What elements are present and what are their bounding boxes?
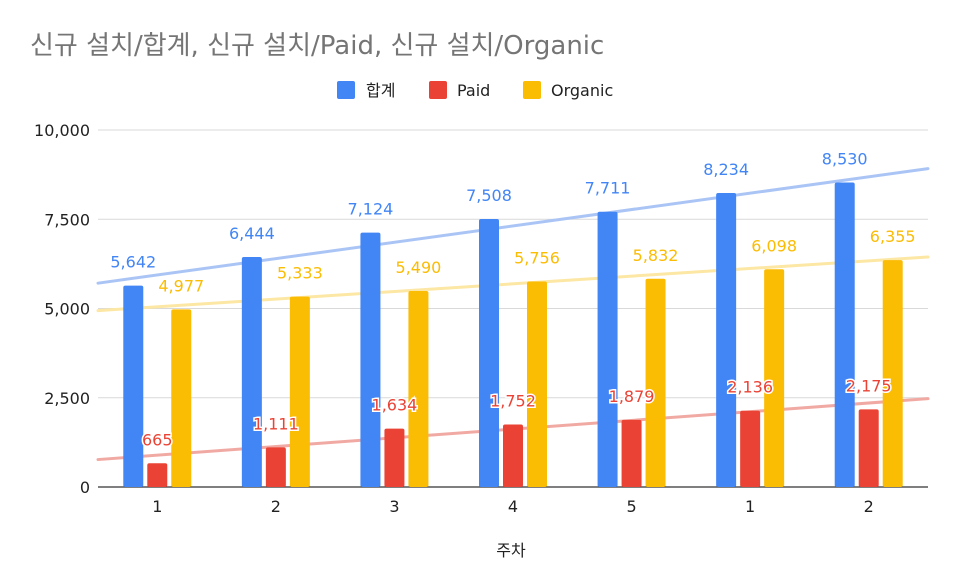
bar-paid (147, 463, 168, 487)
data-label-total: 8,234 (703, 160, 749, 179)
data-label-total: 6,444 (229, 224, 275, 243)
bar-total (241, 256, 262, 487)
chart-title: 신규 설치/합계, 신규 설치/Paid, 신규 설치/Organic (30, 31, 604, 61)
bar-total (716, 193, 737, 487)
y-tick-label: 2,500 (44, 389, 90, 408)
data-label-total: 8,530 (822, 149, 868, 168)
data-labels: 5,642 6,444 7,124 7,508 7,711 8,234 8,530 665 1,… (109, 148, 917, 451)
bar-paid (621, 419, 642, 487)
data-label-organic: 5,490 (396, 258, 442, 277)
bar-paid (384, 428, 405, 487)
x-axis: 1 2 3 4 5 1 2 (152, 497, 874, 516)
data-label-organic: 4,977 (158, 276, 204, 295)
bars (123, 182, 903, 488)
data-label-paid: 665 (142, 430, 173, 449)
y-tick-label: 5,000 (44, 300, 90, 319)
trendline-total (96, 167, 930, 285)
data-label-total: 7,508 (466, 186, 512, 205)
data-label-organic: 5,333 (277, 264, 323, 283)
trendlines (96, 167, 930, 462)
bar-organic (171, 309, 192, 487)
legend: 합계 Paid Organic (337, 81, 613, 100)
legend-swatch-paid (429, 81, 447, 99)
x-tick-label: 3 (389, 497, 399, 516)
data-label-organic: 6,355 (870, 227, 916, 246)
data-label-paid: 1,879 (609, 387, 655, 406)
bar-paid (740, 410, 761, 487)
bar-organic (882, 260, 903, 487)
x-tick-label: 1 (745, 497, 755, 516)
bar-organic (645, 278, 666, 487)
y-axis: 0 2,500 5,000 7,500 10,000 (34, 121, 90, 497)
data-label-paid: 2,175 (846, 376, 892, 395)
bar-total (123, 285, 144, 487)
y-tick-label: 10,000 (34, 121, 90, 140)
bar-paid (265, 447, 286, 487)
data-label-total: 5,642 (110, 253, 156, 272)
legend-swatch-total (337, 81, 355, 99)
trendline-organic (96, 255, 930, 313)
bar-organic (408, 291, 429, 487)
data-label-organic: 6,098 (751, 236, 797, 255)
x-tick-label: 4 (508, 497, 518, 516)
data-label-paid: 1,111 (253, 414, 299, 433)
bar-organic (289, 296, 310, 487)
legend-label-total: 합계 (366, 81, 395, 100)
bar-total (597, 211, 618, 488)
legend-swatch-organic (523, 81, 541, 99)
y-tick-label: 0 (80, 478, 90, 497)
data-label-organic: 5,832 (633, 246, 679, 265)
data-label-paid: 1,752 (490, 391, 536, 410)
x-tick-label: 2 (271, 497, 281, 516)
y-tick-label: 7,500 (44, 210, 90, 229)
bar-organic (764, 269, 785, 487)
data-label-paid: 1,634 (372, 396, 418, 415)
bar-total (834, 182, 855, 487)
x-tick-label: 5 (626, 497, 636, 516)
data-label-paid: 2,136 (727, 378, 773, 397)
bar-paid (503, 424, 523, 487)
bar-total (479, 218, 499, 487)
bar-total (360, 232, 381, 487)
x-tick-label: 2 (864, 497, 874, 516)
bar-paid (858, 409, 879, 487)
legend-label-paid: Paid (457, 81, 490, 100)
bar-organic (527, 281, 547, 487)
data-label-total: 7,711 (585, 179, 631, 198)
legend-label-organic: Organic (551, 81, 613, 100)
data-label-organic: 5,756 (514, 249, 560, 268)
x-tick-label: 1 (152, 497, 162, 516)
x-axis-title: 주차 (496, 541, 526, 560)
data-label-total: 7,124 (348, 200, 394, 219)
